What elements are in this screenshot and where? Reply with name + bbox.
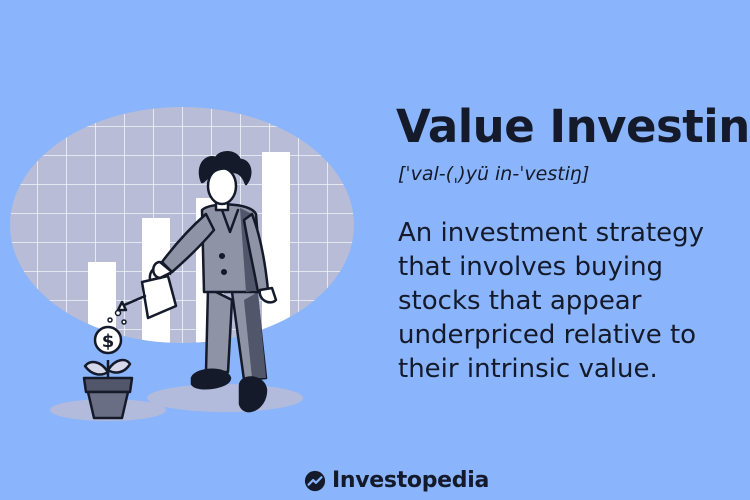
definition: An investment strategy that involves buy… [398,218,705,384]
coin-dollar-icon: $ [102,331,115,352]
investopedia-logo-icon [304,470,326,491]
chart-background [10,107,354,343]
coin-plant-icon: $ [82,325,134,420]
brand-logo: Investopedia [304,468,489,493]
brand-name: Investopedia [332,468,490,493]
woman-watering-icon [116,151,278,413]
term-title: Value Investing [396,100,750,153]
chart-bar [262,152,290,343]
pronunciation: [ˈval-(ˌ)yü in-ˈvestiŋ] [398,163,590,185]
